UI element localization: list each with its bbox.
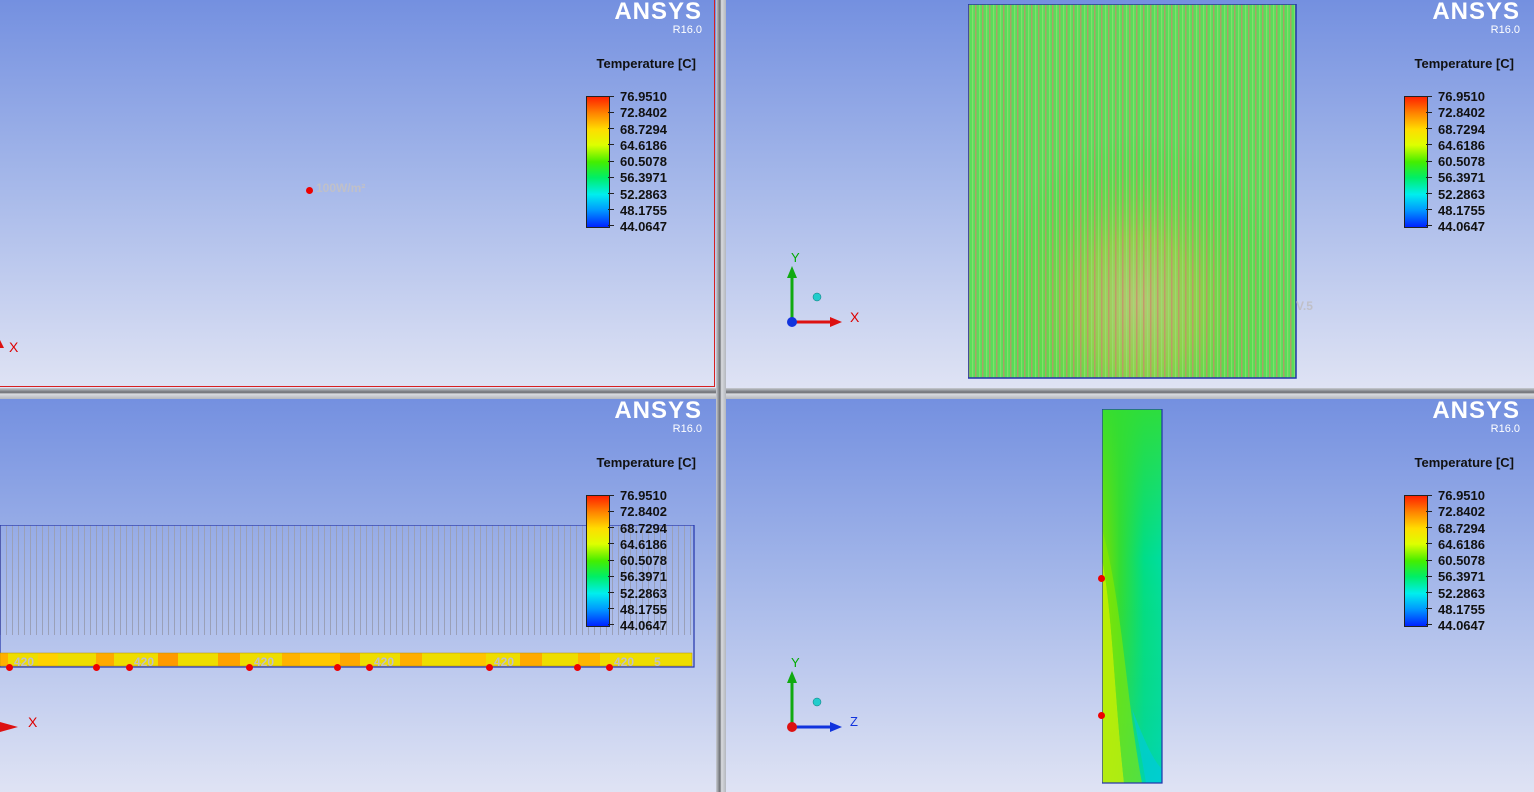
legend-title: Temperature [C]: [1414, 56, 1514, 71]
legend-value: 60.5078: [1438, 553, 1485, 568]
legend-value: 52.2863: [1438, 585, 1485, 601]
legend-value: 44.0647: [1438, 219, 1485, 234]
ansys-logo: ANSYS R16.0: [1432, 0, 1520, 36]
legend-value: 76.9510: [1438, 488, 1485, 503]
probe-point[interactable]: [126, 664, 133, 671]
probe-point[interactable]: [334, 664, 341, 671]
legend-value: 52.2863: [620, 186, 667, 202]
legend-value: 52.2863: [1438, 186, 1485, 202]
legend-value: 48.1755: [620, 601, 667, 617]
legend-value: 64.6186: [1438, 536, 1485, 552]
viewport-splitter-vertical[interactable]: [716, 0, 726, 792]
source-label: 420: [614, 655, 635, 669]
source-label: 420: [254, 655, 275, 669]
temperature-legend: Temperature [C] 76.9510 72.8402 68.7294 …: [586, 455, 696, 633]
probe-point[interactable]: [246, 664, 253, 671]
probe-point[interactable]: [366, 664, 373, 671]
legend-value: 68.7294: [1438, 121, 1485, 137]
viewport-splitter-horizontal-right[interactable]: [726, 388, 1534, 399]
axis-x-label: X: [850, 309, 860, 325]
axis-x-label: X: [28, 714, 38, 730]
legend-value: 64.6186: [620, 137, 667, 153]
probe-point[interactable]: [93, 664, 100, 671]
legend-value: 52.2863: [620, 585, 667, 601]
legend-value: 72.8402: [620, 105, 667, 121]
axis-triad: [787, 266, 842, 327]
legend-value: 48.1755: [1438, 601, 1485, 617]
legend-value: 68.7294: [1438, 520, 1485, 536]
legend-value: 44.0647: [1438, 618, 1485, 633]
viewport-splitter-horizontal-left[interactable]: [0, 388, 716, 399]
source-label: 5: [654, 655, 661, 669]
legend-value: 56.3971: [1438, 569, 1485, 585]
viewport-top-left[interactable]: ANSYS R16.0 Temperature [C] 76.9510 72.8…: [0, 0, 716, 388]
legend-value: 76.9510: [620, 488, 667, 503]
legend-value: 56.3971: [620, 170, 667, 186]
probe-point[interactable]: [6, 664, 13, 671]
legend-value: 68.7294: [620, 520, 667, 536]
legend-title: Temperature [C]: [596, 56, 696, 71]
axis-y-label: Y: [791, 250, 800, 265]
ansys-logo: ANSYS R16.0: [614, 399, 702, 435]
probe-point[interactable]: [1098, 575, 1105, 582]
viewport-top-right[interactable]: V.5 Y X ANSYS R16.0 Temperature [C] 76.9…: [726, 0, 1534, 388]
color-bar: [1404, 96, 1428, 228]
legend-value: 72.8402: [620, 504, 667, 520]
source-label: 420: [494, 655, 515, 669]
probe-label: 100W/m²: [316, 181, 366, 195]
annotation-label: V.5: [1296, 299, 1313, 313]
temperature-legend: Temperature [C] 76.9510 72.8402 68.7294 …: [1404, 56, 1514, 234]
legend-value: 60.5078: [620, 154, 667, 169]
color-bar-ticks: [1426, 96, 1432, 226]
base-plate-segments: [0, 653, 600, 666]
probe-point[interactable]: [486, 664, 493, 671]
legend-title: Temperature [C]: [1414, 455, 1514, 470]
legend-value: 44.0647: [620, 618, 667, 633]
color-bar: [586, 96, 610, 228]
legend-value: 48.1755: [1438, 202, 1485, 218]
axis-triad: [787, 671, 842, 732]
legend-value: 56.3971: [1438, 170, 1485, 186]
ansys-logo: ANSYS R16.0: [1432, 399, 1520, 435]
ansys-logo: ANSYS R16.0: [614, 0, 702, 36]
source-label: 420: [374, 655, 395, 669]
axis-triad-fragment: [0, 340, 4, 348]
source-label: 420: [14, 655, 35, 669]
legend-value: 72.8402: [1438, 105, 1485, 121]
probe-point[interactable]: [1098, 712, 1105, 719]
temperature-legend: Temperature [C] 76.9510 72.8402 68.7294 …: [586, 56, 696, 234]
heat-sink-fin-model-side-view: [0, 525, 695, 668]
legend-value: 72.8402: [1438, 504, 1485, 520]
axis-z-label: Z: [850, 714, 858, 729]
legend-value: 60.5078: [620, 553, 667, 568]
legend-value: 44.0647: [620, 219, 667, 234]
color-bar: [586, 495, 610, 627]
heat-sink-fin-model-front-view: [968, 4, 1297, 379]
legend-value: 60.5078: [1438, 154, 1485, 169]
axis-x-label: X: [9, 339, 19, 355]
color-bar-ticks: [608, 495, 614, 625]
heat-sink-section-contour: [1102, 409, 1163, 784]
axis-y-label: Y: [791, 655, 800, 670]
temperature-legend: Temperature [C] 76.9510 72.8402 68.7294 …: [1404, 455, 1514, 633]
legend-value: 76.9510: [620, 89, 667, 104]
legend-value: 48.1755: [620, 202, 667, 218]
legend-value: 64.6186: [1438, 137, 1485, 153]
viewport-bottom-left[interactable]: 420 420 420 420 420 420 5 X ANSYS R16.0 …: [0, 399, 716, 792]
legend-value: 76.9510: [1438, 89, 1485, 104]
probe-point[interactable]: [574, 664, 581, 671]
probe-point[interactable]: [306, 187, 313, 194]
probe-point[interactable]: [606, 664, 613, 671]
color-bar: [1404, 495, 1428, 627]
legend-value: 68.7294: [620, 121, 667, 137]
source-label: 420: [134, 655, 155, 669]
color-bar-ticks: [608, 96, 614, 226]
legend-value: 56.3971: [620, 569, 667, 585]
legend-title: Temperature [C]: [596, 455, 696, 470]
axis-triad-fragment: [0, 722, 18, 732]
color-bar-ticks: [1426, 495, 1432, 625]
viewport-bottom-right[interactable]: Y Z ANSYS R16.0 Temperature [C] 76.9510 …: [726, 399, 1534, 792]
legend-value: 64.6186: [620, 536, 667, 552]
